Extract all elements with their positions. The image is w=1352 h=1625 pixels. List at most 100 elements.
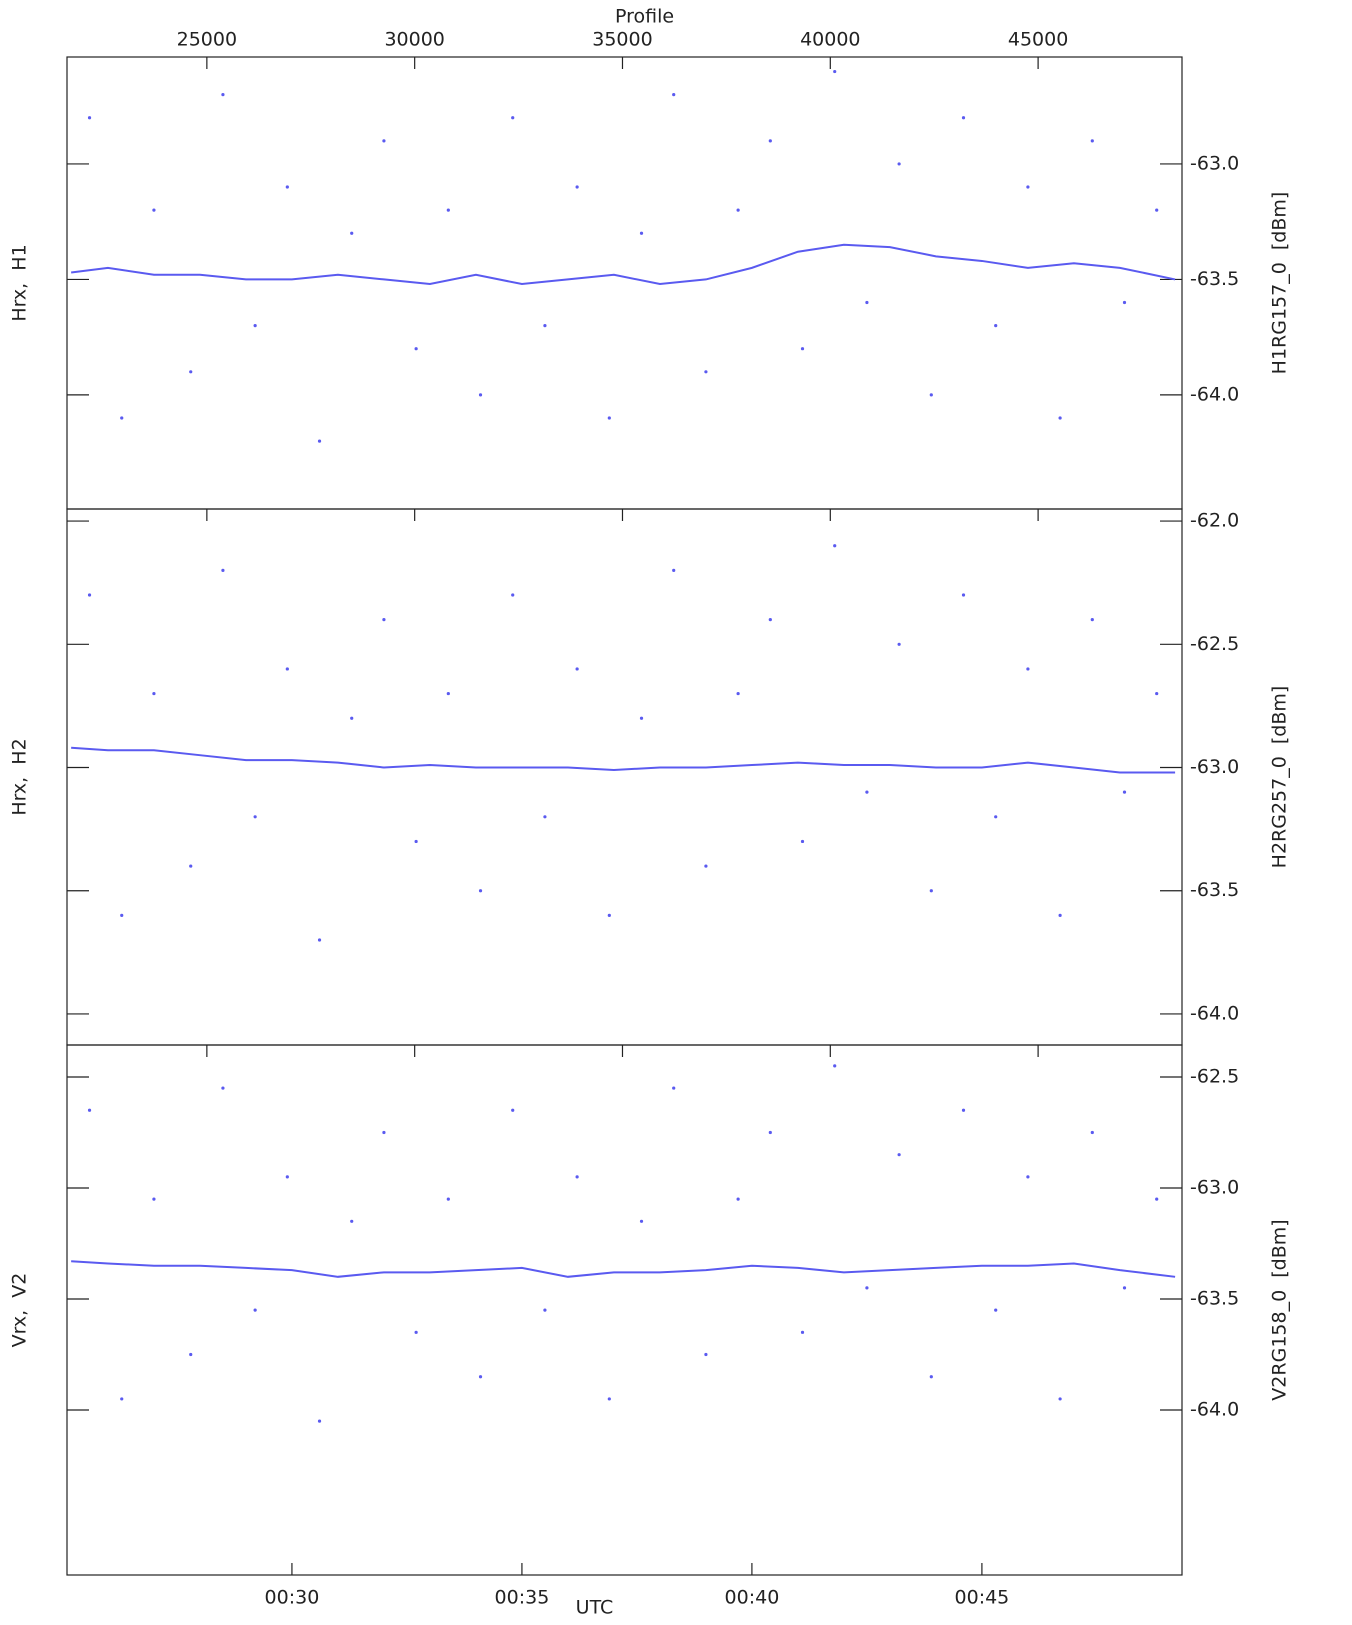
point [672,1086,676,1090]
point [897,642,901,646]
point [189,370,193,374]
point [768,618,772,622]
x2-tick-label: 40000 [800,29,860,51]
point [189,1352,193,1357]
y2-axis-title: H1RG157_0 [dBm] [1269,192,1291,375]
point [382,139,386,143]
point [152,1197,156,1201]
point [961,1108,966,1112]
point [1026,667,1030,671]
point [221,93,225,97]
point [768,1130,772,1135]
point [994,324,998,328]
point [1058,913,1062,917]
point [253,324,257,328]
point [543,324,547,328]
point [87,593,92,597]
point [317,938,322,942]
panel-frame [66,508,1183,1046]
point [1122,1286,1127,1290]
point [1026,1175,1030,1179]
point [1090,618,1094,622]
point [317,439,322,443]
point [994,815,998,819]
y-axis-title: Hrx, H2 [9,738,31,815]
point [446,691,450,696]
point [414,1330,418,1334]
point [152,691,156,696]
point [543,1308,547,1312]
point [575,667,579,671]
point [768,139,772,143]
y-tick-label: -62.0 [1190,510,1239,532]
point [961,116,966,120]
point [800,347,805,351]
point [350,231,354,235]
point [285,667,289,671]
point [253,1308,257,1312]
point [1058,1397,1062,1401]
point [736,208,740,212]
point [800,1330,805,1334]
point [446,1197,450,1201]
y-axis-title: Vrx, V2 [9,1273,31,1348]
y-tick-label: -63.0 [1190,1176,1239,1198]
point [1090,139,1094,143]
point [865,300,869,305]
point [253,815,257,819]
point [543,815,547,819]
point [382,618,386,622]
point [1058,416,1062,420]
point [833,544,837,548]
point [1155,208,1159,212]
point [414,839,418,844]
point [639,231,644,235]
point [607,1397,611,1401]
x-tick-label: 00:35 [495,1587,550,1609]
y-tick-label: -62.5 [1190,1065,1239,1087]
trend-line [71,746,1176,774]
point [607,416,611,420]
point [736,1197,740,1201]
point [221,568,225,572]
point [672,93,676,97]
x-tick-label: 00:40 [725,1587,780,1609]
point [929,889,933,893]
trend-line [71,243,1176,286]
y2-axis-title: H2RG257_0 [dBm] [1269,686,1291,869]
point [221,1086,225,1090]
x2-tick-label: 25000 [177,29,237,51]
x2-tick-label: 30000 [384,29,444,51]
point [961,593,966,597]
point [865,790,869,794]
point [87,116,92,120]
point [414,347,418,351]
point [736,691,740,696]
point [285,185,289,189]
point [511,116,515,120]
point [800,839,805,844]
point [833,1064,837,1068]
point [704,864,708,868]
y-axis-title: Hrx, H1 [9,244,31,321]
point [865,1286,869,1290]
y-tick-label: -64.0 [1190,1399,1239,1421]
point [120,416,124,420]
point [350,716,354,720]
point [929,393,933,397]
point [189,864,193,868]
point [317,1419,322,1423]
point [607,913,611,917]
point [994,1308,998,1312]
point [639,1219,644,1223]
x2-tick-label: 35000 [592,29,652,51]
y-tick-label: -63.5 [1190,268,1239,290]
y2-axis-title: V2RG158_0 [dBm] [1269,1219,1291,1400]
point [704,370,708,374]
point [1122,790,1127,794]
y-tick-label: -64.0 [1190,383,1239,405]
point [639,716,644,720]
point [120,1397,124,1401]
point [672,568,676,572]
